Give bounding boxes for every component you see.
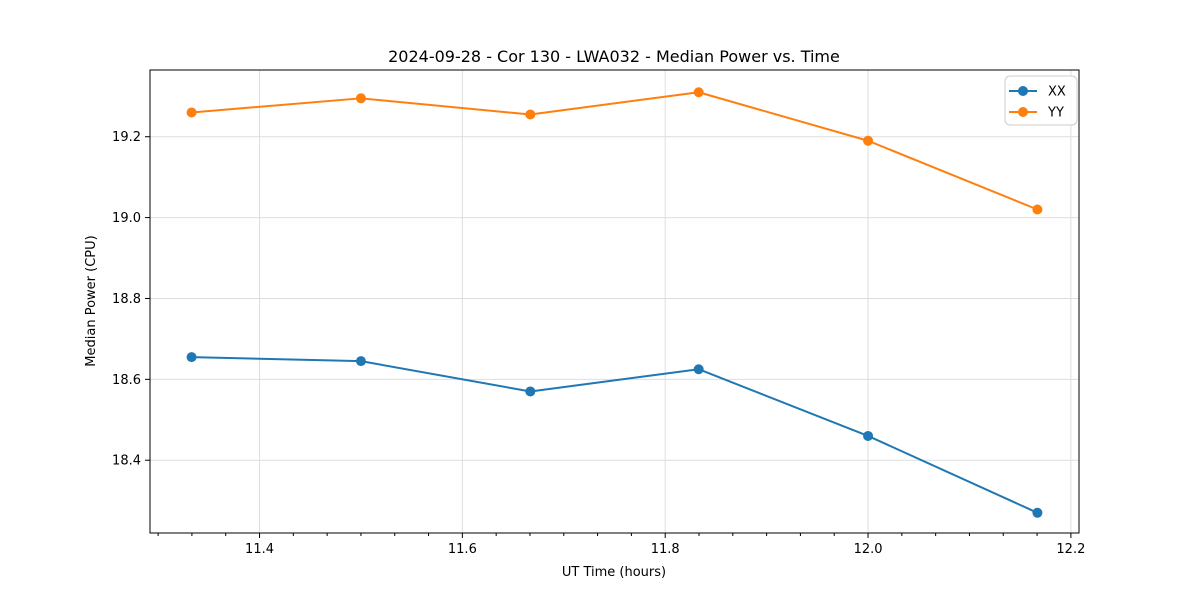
legend-label-xx: XX [1048,85,1066,100]
legend-label-yy: YY [1047,106,1064,121]
legend-item-xx: XX [1009,85,1066,100]
data-point-xx [693,364,704,375]
x-tick-label: 11.6 [448,542,477,557]
legend-item-yy: YY [1009,106,1064,121]
y-tick-label: 18.6 [112,373,141,388]
legend: XX YY [1004,75,1078,126]
x-tick-label: 11.4 [245,542,274,557]
legend-marker-yy-icon [1018,107,1028,117]
data-point-xx [525,386,536,397]
series-line-xx [190,356,1039,514]
x-tick-label: 11.8 [651,542,680,557]
legend-marker-xx-icon [1018,86,1028,96]
plot-border [149,69,1080,534]
x-tick-label: 12.0 [854,542,883,557]
data-point-xx [186,352,197,363]
data-point-yy [693,87,704,98]
data-point-yy [186,107,197,118]
x-axis-label: UT Time (hours) [562,565,666,580]
data-point-xx [863,430,874,441]
legend-box [1004,75,1078,126]
data-point-yy [1032,204,1043,215]
chart-title: 2024-09-28 - Cor 130 - LWA032 - Median P… [388,47,840,66]
data-point-yy [355,93,366,104]
plot-area: 11.4 11.6 11.8 12.0 12.2 18.4 18.6 18.8 19.0 19.2 [112,69,1085,557]
series-line-yy [190,91,1039,211]
data-point-yy [525,109,536,120]
data-point-xx [355,356,366,367]
y-tick-label: 19.0 [112,211,141,226]
data-point-xx [1032,507,1043,518]
y-tick-label: 19.2 [112,130,141,145]
y-tick-label: 18.4 [112,454,141,469]
y-axis-label: Median Power (CPU) [84,235,99,366]
x-tick-label: 12.2 [1056,542,1085,557]
data-point-yy [863,135,874,146]
y-tick-label: 18.8 [112,292,141,307]
